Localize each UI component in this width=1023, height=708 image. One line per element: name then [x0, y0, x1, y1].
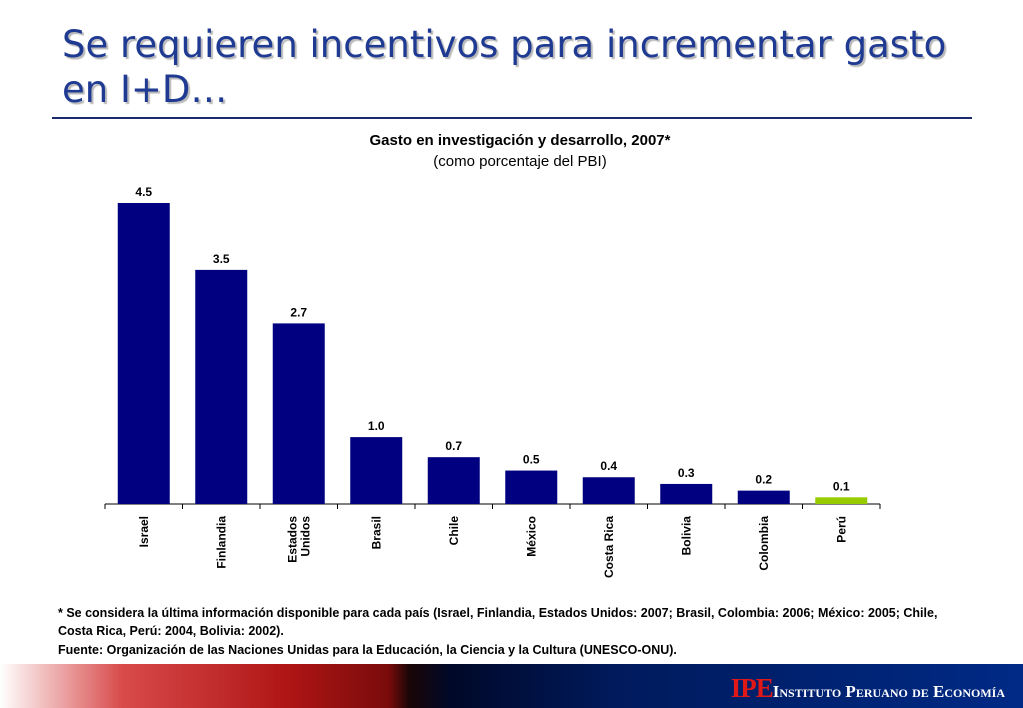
bar — [272, 323, 325, 504]
chart-title: Gasto en investigación y desarrollo, 200… — [369, 132, 671, 149]
tick-label-line: Colombia — [757, 516, 771, 571]
bar — [427, 457, 480, 504]
data-label: 0.3 — [678, 466, 695, 480]
bar — [815, 497, 868, 504]
data-label: 3.5 — [213, 252, 230, 266]
data-label: 4.5 — [135, 185, 152, 199]
tick-label-line: Finlandia — [214, 516, 228, 569]
tick-label-line: Israel — [137, 516, 151, 547]
bar — [195, 269, 248, 504]
ipe-logo: IPE — [730, 673, 774, 703]
bar — [350, 437, 403, 504]
bar — [660, 483, 713, 504]
slide-title: Se requieren incentivos para incrementar… — [62, 23, 947, 111]
tick-label-line: Costa Rica — [602, 516, 616, 578]
tick-label-line: Unidos — [298, 516, 312, 557]
data-label: 0.2 — [755, 473, 772, 487]
tick-label-line: Brasil — [369, 516, 383, 549]
data-label: 0.1 — [833, 479, 850, 493]
tick-label-line: Bolivia — [679, 516, 693, 556]
bar-chart: 4.5 Israel 3.5 Finlandia 2.7 Estados Unidos 1.0… — [104, 185, 881, 578]
tick-label-line: Estados — [285, 516, 299, 563]
tick-label-line: México — [524, 516, 538, 557]
bar — [582, 477, 635, 504]
title-divider — [52, 117, 972, 119]
data-label: 0.4 — [600, 459, 617, 473]
data-label: 1.0 — [368, 419, 385, 433]
org-name: Instituto Peruano de Economía — [772, 682, 1005, 701]
bar — [505, 470, 558, 504]
tick-label-line: Chile — [447, 516, 461, 546]
bar — [737, 490, 790, 504]
data-label: 0.5 — [523, 453, 540, 467]
footer-brand: IPEInstituto Peruano de Economía — [731, 673, 1005, 704]
chart-source: Fuente: Organización de las Naciones Uni… — [58, 643, 677, 657]
footer-bar — [0, 664, 1023, 708]
bar — [117, 203, 170, 504]
tick-label-line: Perú — [834, 516, 848, 543]
data-label: 2.7 — [290, 305, 307, 319]
chart-footnote: * Se considera la última información dis… — [58, 606, 938, 638]
data-label: 0.7 — [445, 439, 462, 453]
chart-subtitle: (como porcentaje del PBI) — [433, 153, 607, 170]
